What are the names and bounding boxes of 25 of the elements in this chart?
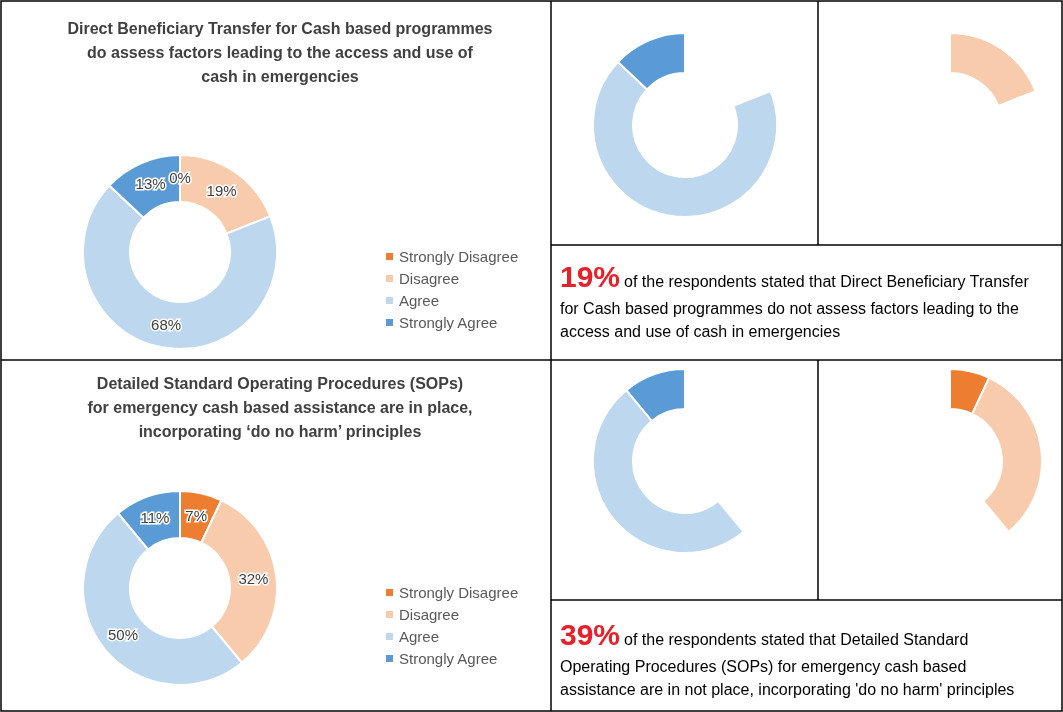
chart-title: Direct Beneficiary Transfer for Cash based programmes do assess factors leading to the access and use of cash in emergencies — [67, 20, 493, 85]
text: assistance are in not place, incorporating 'do no harm' principles — [560, 681, 1015, 698]
text: access and use of cash in emergencies — [560, 323, 841, 340]
legend-label: Disagree — [399, 270, 460, 287]
legend-label: Disagree — [399, 606, 460, 623]
legend-label: Agree — [399, 292, 440, 309]
text: Operating Procedures (SOPs) for emergency cash based — [560, 658, 967, 675]
legend-label: Strongly Disagree — [399, 584, 519, 601]
data-label: 32% — [238, 569, 269, 587]
legend-label: Strongly Agree — [399, 314, 498, 331]
legend-label: Agree — [399, 628, 440, 645]
data-label: 50% — [107, 626, 138, 644]
text: 39% — [560, 618, 621, 651]
data-label: 13% — [135, 175, 166, 193]
data-label: 19% — [206, 181, 237, 199]
data-label: 7% — [185, 506, 207, 524]
legend-label: Strongly Disagree — [399, 248, 519, 265]
text: of the respondents stated that Direct Beneficiary Transfer — [624, 273, 1030, 290]
chart-title: Detailed Standard Operating Procedures (SOPs) for emergency cash based assistance are in place, incorporating ‘do no harm’ principles — [87, 375, 473, 440]
text: for Cash based programmes do not assess factors leading to the — [560, 300, 1020, 317]
legend-label: Strongly Agree — [399, 650, 498, 667]
data-label: 68% — [151, 315, 182, 333]
data-label: 11% — [140, 509, 170, 527]
text: of the respondents stated that Detailed Standard — [624, 631, 969, 648]
text: 19% — [560, 260, 621, 293]
